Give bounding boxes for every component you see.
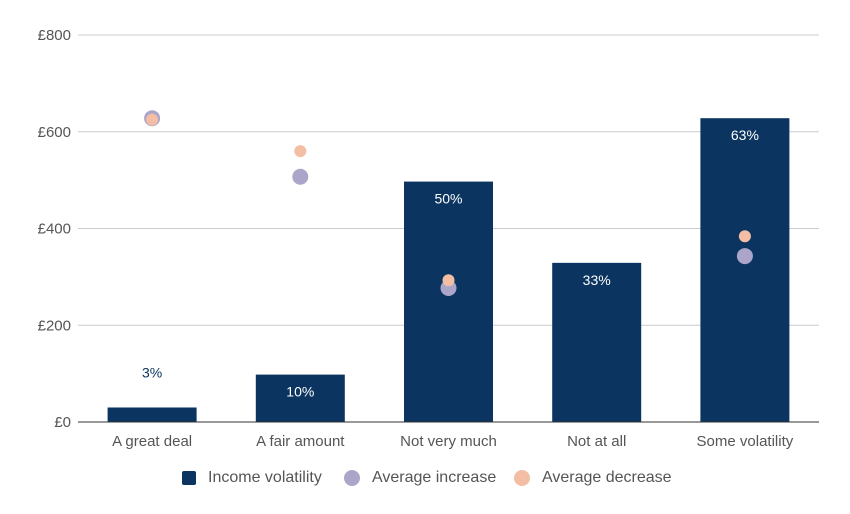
x-tick-label-a-fair-amount: A fair amount <box>256 433 345 450</box>
bar-a-fair-amount <box>255 374 345 422</box>
bar-data-labels: 3% 10% 50% 33% 63% <box>142 127 759 399</box>
legend-label-average-decrease: Average decrease <box>542 469 672 486</box>
bar-label-a-great-deal: 3% <box>142 364 162 380</box>
legend-label-income-volatility: Income volatility <box>208 469 322 486</box>
bar-not-at-all <box>552 262 642 422</box>
x-tick-label-not-at-all: Not at all <box>567 433 626 450</box>
bar-label-not-very-much: 50% <box>434 191 462 207</box>
x-tick-label-not-very-much: Not very much <box>400 433 497 450</box>
y-tick-label: £800 <box>38 27 71 44</box>
bar-a-great-deal <box>107 407 197 422</box>
legend-swatch-average-increase <box>344 470 360 486</box>
bar-not-very-much <box>404 181 493 422</box>
legend-item-income-volatility: Income volatility <box>182 466 322 490</box>
point-average-increase-some-volatility <box>736 248 753 265</box>
bars <box>107 118 790 422</box>
bar-label-not-at-all: 33% <box>583 272 611 288</box>
bar-label-a-fair-amount: 10% <box>286 384 314 400</box>
y-tick-label: £400 <box>38 221 71 238</box>
y-tick-label: £0 <box>54 414 71 431</box>
x-tick-label-some-volatility: Some volatility <box>697 433 794 450</box>
y-tick-label: £600 <box>38 124 71 141</box>
point-average-increase-a-fair-amount <box>292 168 309 185</box>
bar-label-some-volatility: 63% <box>731 127 759 143</box>
legend-label-average-increase: Average increase <box>372 469 497 486</box>
legend-swatch-income-volatility <box>182 471 196 485</box>
point-average-decrease-a-fair-amount <box>294 145 307 158</box>
scatter-points <box>144 110 753 297</box>
point-average-decrease-not-very-much <box>442 274 455 287</box>
legend: Income volatility Average increase Avera… <box>0 466 850 492</box>
point-average-decrease-a-great-deal <box>146 113 159 126</box>
legend-item-average-decrease: Average decrease <box>514 466 672 490</box>
y-tick-label: £200 <box>38 317 71 334</box>
y-axis-tick-labels: £0 £200 £400 £600 £800 <box>38 27 71 431</box>
chart: £0 £200 £400 £600 £800 3% 10% 50% 33% 63% A grea… <box>38 27 819 450</box>
x-axis-category-labels: A great deal A fair amount Not very much No… <box>112 433 794 450</box>
legend-swatch-average-decrease <box>514 470 530 486</box>
point-average-decrease-some-volatility <box>738 230 751 243</box>
legend-item-average-increase: Average increase <box>344 466 496 490</box>
x-tick-label-a-great-deal: A great deal <box>112 433 192 450</box>
bar-some-volatility <box>700 118 790 422</box>
